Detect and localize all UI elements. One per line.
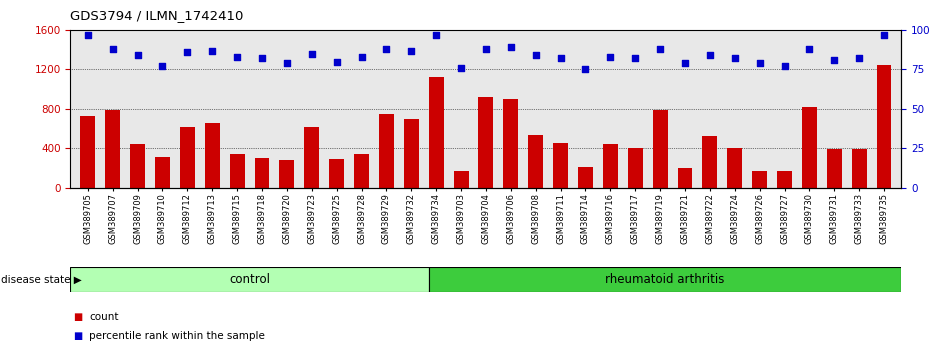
Point [852, 56, 867, 61]
Bar [877, 64, 891, 188]
Bar [155, 157, 170, 188]
Bar [553, 143, 568, 188]
Bar [105, 110, 120, 188]
Bar [354, 154, 369, 188]
Point [802, 46, 817, 52]
Point [826, 57, 841, 63]
Point [230, 54, 245, 60]
Point [354, 54, 369, 60]
Point [304, 51, 319, 57]
Bar [205, 122, 220, 188]
Point [553, 56, 568, 61]
Point [528, 52, 543, 58]
Bar [678, 168, 692, 188]
Point [155, 63, 170, 69]
Bar [503, 99, 518, 188]
Point [81, 32, 96, 38]
Point [677, 60, 692, 66]
Point [627, 56, 642, 61]
Point [404, 48, 419, 53]
Bar [429, 267, 901, 292]
Bar [70, 267, 429, 292]
Text: percentile rank within the sample: percentile rank within the sample [89, 331, 265, 341]
Text: rheumatoid arthritis: rheumatoid arthritis [606, 273, 725, 286]
Bar [702, 136, 717, 188]
Point [752, 60, 767, 66]
Point [205, 48, 220, 53]
Point [603, 54, 618, 60]
Point [254, 56, 269, 61]
Bar [131, 144, 145, 188]
Bar [81, 116, 95, 188]
Bar [429, 78, 443, 188]
Point [727, 56, 742, 61]
Bar [330, 159, 344, 188]
Bar [454, 171, 469, 188]
Text: control: control [229, 273, 270, 286]
Point [280, 60, 295, 66]
Bar [254, 158, 269, 188]
Text: count: count [89, 312, 118, 321]
Bar [628, 148, 642, 188]
Bar [304, 127, 319, 188]
Bar [802, 107, 817, 188]
Bar [180, 127, 194, 188]
Bar [827, 149, 841, 188]
Text: GDS3794 / ILMN_1742410: GDS3794 / ILMN_1742410 [70, 9, 244, 22]
Bar [479, 97, 493, 188]
Bar [280, 160, 294, 188]
Bar [404, 119, 419, 188]
Point [777, 63, 792, 69]
Point [876, 32, 891, 38]
Bar [852, 149, 867, 188]
Point [577, 67, 593, 72]
Point [702, 52, 717, 58]
Point [429, 32, 444, 38]
Text: ■: ■ [73, 312, 83, 321]
Bar [728, 148, 742, 188]
Bar [752, 171, 767, 188]
Point [180, 49, 195, 55]
Text: disease state ▶: disease state ▶ [1, 274, 82, 284]
Point [653, 46, 668, 52]
Bar [603, 144, 618, 188]
Bar [777, 171, 792, 188]
Bar [653, 110, 668, 188]
Point [379, 46, 394, 52]
Bar [379, 114, 393, 188]
Point [454, 65, 469, 71]
Point [479, 46, 494, 52]
Bar [230, 154, 244, 188]
Point [503, 45, 518, 50]
Point [105, 46, 120, 52]
Bar [578, 167, 593, 188]
Text: ■: ■ [73, 331, 83, 341]
Bar [529, 136, 543, 188]
Point [131, 52, 146, 58]
Point [330, 59, 345, 64]
